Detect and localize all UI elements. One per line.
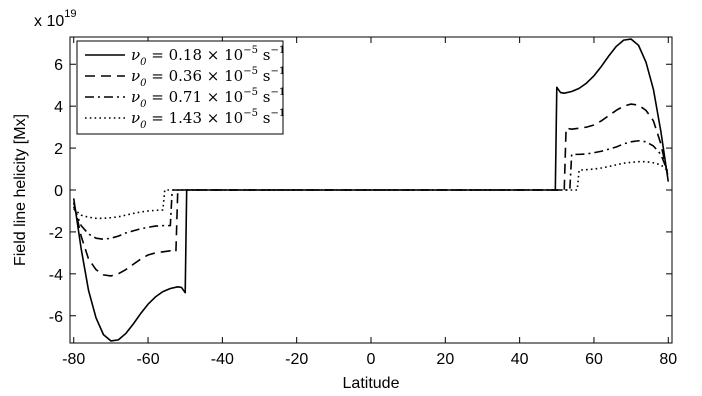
legend-unit: s (258, 109, 270, 127)
legend: ν0 = 0.18 × 10−5 s−1ν0 = 0.36 × 10−5 s−1… (76, 40, 285, 135)
legend-times: × 10 (202, 88, 243, 106)
legend-coef: 0.71 (169, 88, 202, 106)
y-tick-label: -6 (49, 309, 63, 326)
y-multiplier-exponent: 19 (64, 8, 76, 20)
legend-coef: 1.43 (169, 109, 202, 127)
y-multiplier-base: x 10 (34, 13, 64, 30)
x-tick-label: 60 (585, 351, 603, 368)
legend-eq: = (147, 67, 169, 85)
legend-sub: 0 (140, 120, 147, 131)
legend-coef: 0.18 (169, 46, 202, 64)
legend-coef: 0.36 (169, 67, 202, 85)
x-tick-label: 40 (511, 351, 529, 368)
series-line-4 (73, 160, 669, 220)
legend-sub: 0 (140, 99, 147, 110)
legend-times: × 10 (202, 109, 243, 127)
legend-nu: ν (131, 46, 140, 64)
x-tick-label: -60 (136, 351, 159, 368)
legend-box (76, 40, 284, 135)
legend-sub: 0 (140, 78, 147, 89)
legend-times: × 10 (202, 46, 243, 64)
x-axis-label: Latitude (343, 375, 400, 392)
legend-unit: s (258, 46, 270, 64)
legend-exp: −5 (243, 87, 258, 98)
legend-nu: ν (131, 109, 140, 127)
legend-exp: −5 (243, 108, 258, 119)
legend-times: × 10 (202, 67, 243, 85)
x-tick-label: 0 (367, 351, 376, 368)
x-tick-label: 20 (436, 351, 454, 368)
legend-nu: ν (131, 67, 140, 85)
legend-label-3: ν0 = 0.71 × 10−5 s−1 (131, 87, 285, 110)
legend-label-2: ν0 = 0.36 × 10−5 s−1 (131, 66, 285, 89)
legend-sub: 0 (140, 57, 147, 68)
y-tick-label: 2 (54, 141, 63, 158)
x-tick-label: -40 (211, 351, 234, 368)
legend-unit: s (258, 88, 270, 106)
legend-exp: −5 (243, 66, 258, 77)
y-tick-label: -4 (49, 267, 63, 284)
y-axis-label: Field line helicity [Mx] (12, 114, 29, 266)
legend-unit-exp: −1 (270, 45, 285, 56)
x-tick-label: -20 (285, 351, 308, 368)
y-multiplier: x 1019 (34, 8, 77, 30)
y-tick-label: -2 (49, 225, 63, 242)
x-tick-label: 80 (659, 351, 677, 368)
y-tick-label: 6 (54, 57, 63, 74)
legend-unit-exp: −1 (270, 108, 285, 119)
y-tick-label: 0 (54, 183, 63, 200)
legend-eq: = (147, 88, 169, 106)
legend-nu: ν (131, 88, 140, 106)
legend-unit-exp: −1 (270, 66, 285, 77)
series-line-2 (72, 103, 670, 277)
y-tick-label: 4 (54, 99, 63, 116)
legend-label-1: ν0 = 0.18 × 10−5 s−1 (131, 45, 285, 68)
x-tick-label: -80 (62, 351, 85, 368)
legend-unit: s (258, 67, 270, 85)
plot-area (72, 38, 670, 342)
series-line-3 (72, 139, 670, 241)
legend-eq: = (147, 46, 169, 64)
legend-unit-exp: −1 (270, 87, 285, 98)
legend-eq: = (147, 109, 169, 127)
legend-label-4: ν0 = 1.43 × 10−5 s−1 (131, 108, 285, 131)
legend-exp: −5 (243, 45, 258, 56)
